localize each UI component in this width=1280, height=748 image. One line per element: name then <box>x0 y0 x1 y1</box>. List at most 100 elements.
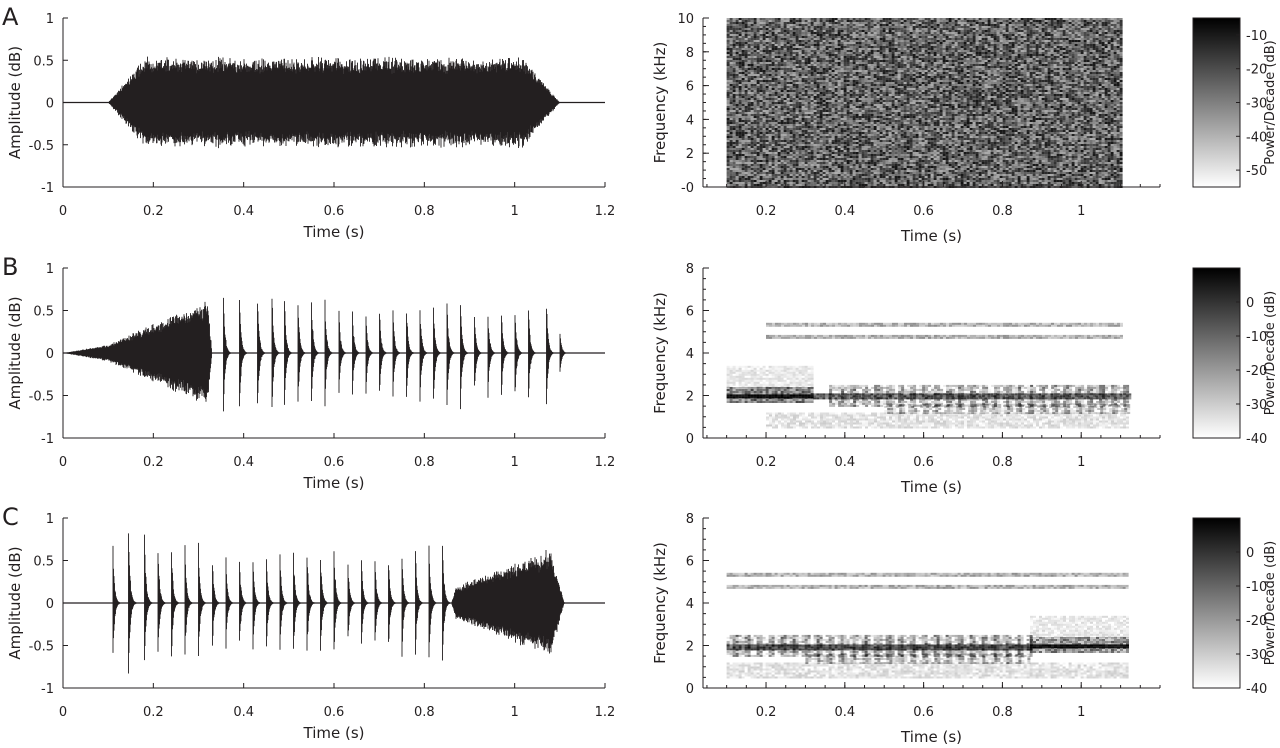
y-tick-label: 6 <box>686 305 694 320</box>
spectral-band <box>726 634 1033 657</box>
spectrogram-cells <box>726 572 1129 679</box>
y-tick-label: 1 <box>46 262 54 277</box>
waveform-trace <box>108 56 560 149</box>
colorbar-label: Power/Decade (dB) <box>1263 541 1278 666</box>
colorbar-tick-label: -10 <box>1246 580 1267 595</box>
x-tick-label: 1.2 <box>595 705 616 720</box>
panel-label-a: A <box>2 3 19 31</box>
y-tick-label: 0.5 <box>33 54 54 69</box>
colorbar-tick-label: -10 <box>1246 330 1267 345</box>
spectral-band <box>726 662 1129 679</box>
x-tick-label: 0.2 <box>756 204 777 219</box>
waveform-chart-c: 0 0.2 0.4 0.6 0.8 1 1.2 -1 -0.5 0 0.5 1 Time (s) Ampl… <box>6 512 615 742</box>
x-tick-label: 0.6 <box>324 455 345 470</box>
colorbar-tick-label: -30 <box>1246 97 1267 112</box>
y-tick-label: 8 <box>686 512 694 527</box>
spectrogram-chart-b: 0.2 0.4 0.6 0.8 1 0 2 4 6 8 Time (s) Frequency (kHz… <box>651 262 1278 496</box>
x-tick-label: 1 <box>1077 455 1085 470</box>
spectral-band <box>726 394 814 399</box>
y-tick-label: 2 <box>686 640 694 655</box>
spectrogram-cells <box>726 18 1123 188</box>
x-tick-label: 0.8 <box>414 705 435 720</box>
y-tick-label: -1 <box>41 181 54 196</box>
x-tick-label: 0.2 <box>143 705 164 720</box>
colorbar-tick-label: -20 <box>1246 614 1267 629</box>
colorbar-gradient <box>1192 17 1241 188</box>
y-axis-label: Amplitude (dB) <box>6 46 24 159</box>
panel-label-b: B <box>2 253 18 281</box>
y-tick-label: 0.5 <box>33 555 54 570</box>
spectral-band <box>766 334 1123 339</box>
x-tick-label: 0.6 <box>324 204 345 219</box>
x-tick-label: 0 <box>59 705 67 720</box>
x-axis-label: Time (s) <box>900 478 962 496</box>
x-tick-label: 0.8 <box>992 705 1013 720</box>
spectral-band <box>726 18 1123 188</box>
x-tick-label: 0.6 <box>324 705 345 720</box>
y-tick-label: 0 <box>686 682 694 697</box>
spectral-band <box>829 384 1130 407</box>
colorbar-tick-label: -40 <box>1246 682 1267 697</box>
y-axis-label: Frequency (kHz) <box>651 42 669 164</box>
colorbar-label: Power/Decade (dB) <box>1263 40 1278 165</box>
y-tick-label: 6 <box>686 555 694 570</box>
x-tick-label: 0.8 <box>992 455 1013 470</box>
y-tick-label: 8 <box>686 46 694 61</box>
colorbar: 0 -10 -20 -30 -40 Power/Decade (dB) <box>1192 517 1278 697</box>
waveform-chart-b: 0 0.2 0.4 0.6 0.8 1 1.2 -1 -0.5 0 0.5 1 Time (s) Ampl… <box>6 262 615 492</box>
spectral-band <box>726 365 814 388</box>
y-tick-label: 2 <box>686 147 694 162</box>
x-tick-label: 0.6 <box>913 455 934 470</box>
y-tick-label: -0.5 <box>29 139 54 154</box>
colorbar-gradient <box>1192 267 1241 439</box>
y-tick-label: 0 <box>686 432 694 447</box>
x-tick-label: 0.6 <box>913 705 934 720</box>
colorbar: 0 -10 -20 -30 -40 Power/Decade (dB) <box>1192 267 1278 447</box>
x-tick-label: 0.2 <box>756 705 777 720</box>
spectral-band <box>1030 637 1129 653</box>
y-tick-label: -1 <box>41 682 54 697</box>
y-axis-label: Amplitude (dB) <box>6 296 24 409</box>
y-axis-label: Amplitude (dB) <box>6 546 24 659</box>
y-tick-label: 0 <box>46 597 54 612</box>
x-tick-label: 1.2 <box>595 204 616 219</box>
x-tick-label: 1 <box>1077 204 1085 219</box>
x-tick-label: 0.6 <box>913 204 934 219</box>
spectrogram-chart-c: 0.2 0.4 0.6 0.8 1 0 2 4 6 8 Time (s) Frequency (kHz… <box>651 512 1278 746</box>
x-axis-label: Time (s) <box>900 728 962 746</box>
colorbar-tick-label: -20 <box>1246 364 1267 379</box>
y-axis-label: Frequency (kHz) <box>651 292 669 414</box>
x-tick-label: 0.8 <box>414 455 435 470</box>
y-tick-label: 6 <box>686 80 694 95</box>
colorbar-gradient <box>1192 517 1241 689</box>
colorbar-tick-label: -40 <box>1246 130 1267 145</box>
colorbar-tick-label: -40 <box>1246 432 1267 447</box>
spectral-band <box>766 412 1129 429</box>
spectral-band <box>884 404 1131 414</box>
colorbar-tick-label: 0 <box>1246 546 1254 561</box>
colorbar-tick-label: -50 <box>1246 164 1267 179</box>
spectrogram-cells <box>726 322 1132 429</box>
x-tick-label: 0.4 <box>834 705 855 720</box>
x-tick-label: 1 <box>511 455 519 470</box>
x-tick-label: 0 <box>59 455 67 470</box>
y-axis-label: Frequency (kHz) <box>651 542 669 664</box>
waveform-trace <box>64 297 567 412</box>
x-tick-label: 0.8 <box>414 204 435 219</box>
y-tick-label: 1 <box>46 512 54 527</box>
x-axis-label: Time (s) <box>303 223 365 241</box>
x-axis-label: Time (s) <box>303 724 365 742</box>
spectral-band <box>1030 644 1129 649</box>
colorbar-tick-label: -30 <box>1246 398 1267 413</box>
y-tick-label: -0.5 <box>29 390 54 405</box>
colorbar-tick-label: -10 <box>1246 29 1267 44</box>
y-tick-label: 10 <box>677 12 694 27</box>
y-tick-label: 1 <box>46 12 54 27</box>
spectrogram-chart-a: 0.2 0.4 0.6 0.8 1 -0 2 4 6 8 10 Time (s) Frequency (… <box>651 12 1278 245</box>
y-tick-label: 0 <box>46 97 54 112</box>
x-axis-label: Time (s) <box>900 227 962 245</box>
y-tick-label: -0.5 <box>29 640 54 655</box>
y-tick-label: 4 <box>686 113 694 128</box>
